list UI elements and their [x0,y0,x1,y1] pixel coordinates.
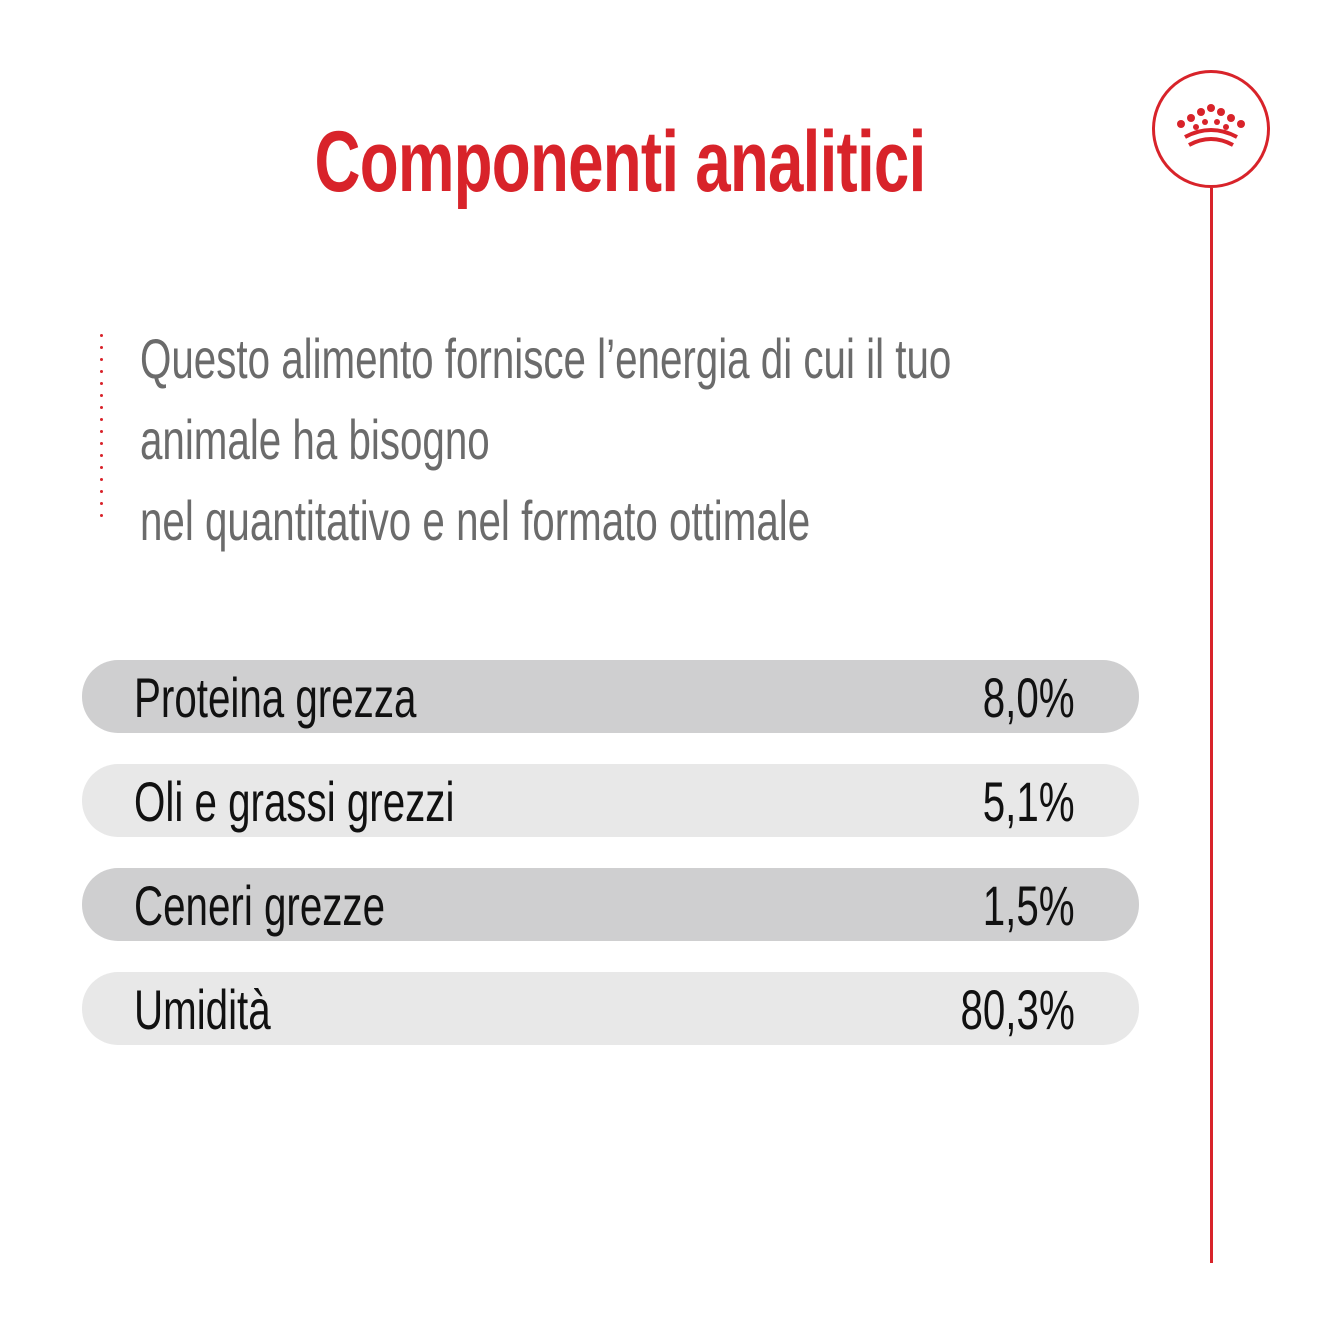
description-line: nel quantitativo e nel formato ottimale [140,489,811,552]
component-label: Umidità [134,978,271,1041]
brand-logo [1152,70,1270,188]
component-label: Proteina grezza [134,666,417,729]
description-line: animale ha bisogno [140,408,490,471]
dotted-divider [100,334,106,524]
component-value: 5,1% [983,770,1075,833]
component-label: Ceneri grezze [134,874,385,937]
table-row: Oli e grassi grezzi 5,1% [82,764,1139,837]
component-value: 80,3% [960,978,1075,1041]
page-title: Componenti analitici [314,114,926,210]
component-label: Oli e grassi grezzi [134,770,455,833]
table-row: Proteina grezza 8,0% [82,660,1139,733]
brand-divider-line [1210,188,1213,1263]
description-line: Questo alimento fornisce l’energia di cu… [140,327,952,390]
crown-icon [1177,104,1245,147]
components-table: Proteina grezza 8,0% Oli e grassi grezzi… [82,660,1139,1076]
component-value: 1,5% [983,874,1075,937]
component-value: 8,0% [983,666,1075,729]
description: Questo alimento fornisce l’energia di cu… [140,318,1148,561]
table-row: Ceneri grezze 1,5% [82,868,1139,941]
table-row: Umidità 80,3% [82,972,1139,1045]
